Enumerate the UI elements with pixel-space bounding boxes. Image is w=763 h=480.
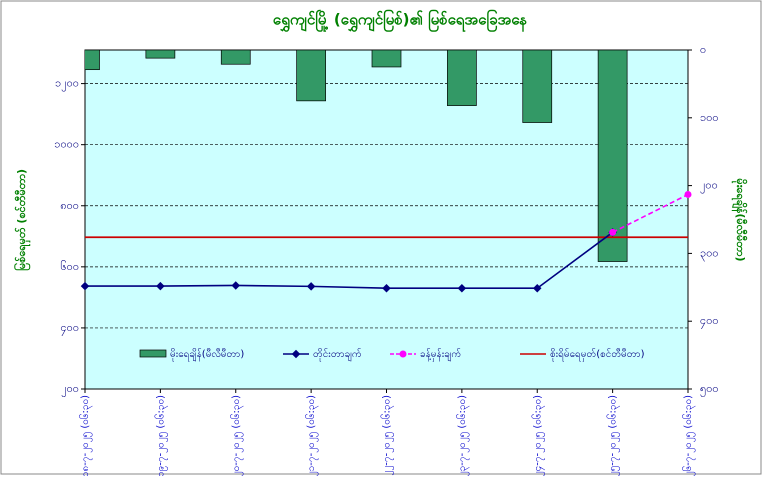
y2-tick-label: ၁၀၀	[700, 111, 719, 124]
y-tick-label: ၈၀၀	[60, 199, 79, 212]
line	[612, 193, 689, 234]
marker	[231, 281, 240, 290]
bar	[371, 50, 402, 68]
bar	[85, 50, 100, 71]
y-tick-label: ၁၂၀၀	[55, 77, 79, 92]
x-tick-label: ၂၆-၇-၂၀၂၅ (၀၆:၃၀)	[681, 395, 696, 476]
y-tick-label: ၂၀၀	[61, 382, 79, 397]
y2-tick-label: ၄၀၀	[700, 314, 719, 329]
x-tick-label: ၂၃-၇-၂၀၂၅ (၀၆:၃၀)	[455, 395, 470, 476]
marker	[457, 283, 467, 293]
legend-label: တိုင်းတာချက်	[313, 347, 362, 362]
y2-tick-label: ၂၀၀	[700, 179, 718, 194]
y-axis-label: မြစ်ရေမှတ် (စင်တီမီတာ)	[13, 169, 31, 271]
marker	[382, 283, 391, 293]
marker	[80, 281, 90, 291]
legend-label: မိုးရေချိန်(မီလီမီတာ)	[170, 347, 244, 362]
x-tick-label: ၂၀-၇-၂၀၂၅ (၀၆:၃၀)	[229, 395, 244, 476]
bar	[145, 50, 176, 59]
y-tick-label: ၆၀၀	[60, 260, 79, 273]
x-tick-label: ၂၄-၇-၂၀၂၅ (၀၆:၃၀)	[530, 395, 545, 476]
y2-tick-label: ၅၀၀	[700, 382, 719, 397]
y-tick-label: ၄၀၀	[60, 321, 79, 336]
y2-tick-label: ၃၀၀	[700, 246, 719, 261]
x-tick-label: ၁၉-၇-၂၀၂၅ (၀၆:၃၀)	[153, 395, 168, 476]
marker	[156, 281, 165, 291]
legend-label: ခန့်မှန်းချက်	[420, 347, 461, 362]
legend-marker	[399, 350, 407, 358]
line	[85, 231, 614, 290]
bar	[296, 50, 326, 102]
marker	[684, 190, 692, 198]
plot-content	[85, 50, 688, 329]
bar	[447, 50, 477, 106]
x-tick-label: ၂၁-၇-၂၀၂၅ (၀၆:၃၀)	[304, 395, 319, 476]
plot-area	[84, 49, 689, 390]
marker	[609, 228, 617, 236]
marker	[306, 282, 316, 291]
x-tick-label: ၂၂-၇-၂၀၂၅ (၀၆:၃၀)	[380, 395, 395, 476]
marker	[533, 283, 542, 293]
legend-swatch	[139, 349, 167, 358]
bar	[522, 50, 553, 123]
bar	[597, 50, 628, 262]
legend-label: စိုးရိမ်ရေမှတ်(စင်တီမီတာ)	[550, 347, 645, 362]
y2-tick-label: ၀	[700, 43, 706, 56]
x-tick-label: ၂၅-၇-၂၀၂၅ (၀၆:၃၀)	[606, 395, 621, 476]
y2-axis-label: မိုးရေချိန်(မီလီမီတာ)	[731, 178, 748, 261]
legend-marker	[291, 349, 301, 359]
y-tick-label: ၁၀၀၀	[54, 138, 79, 151]
x-tick-label: ၁၈-၇-၂၀၂၅ (၀၆:၃၀)	[78, 395, 93, 476]
bar	[220, 50, 251, 65]
